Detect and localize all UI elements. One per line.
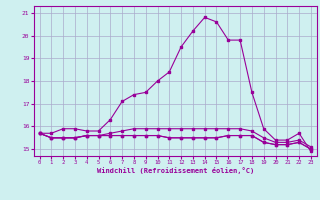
X-axis label: Windchill (Refroidissement éolien,°C): Windchill (Refroidissement éolien,°C) bbox=[97, 167, 254, 174]
